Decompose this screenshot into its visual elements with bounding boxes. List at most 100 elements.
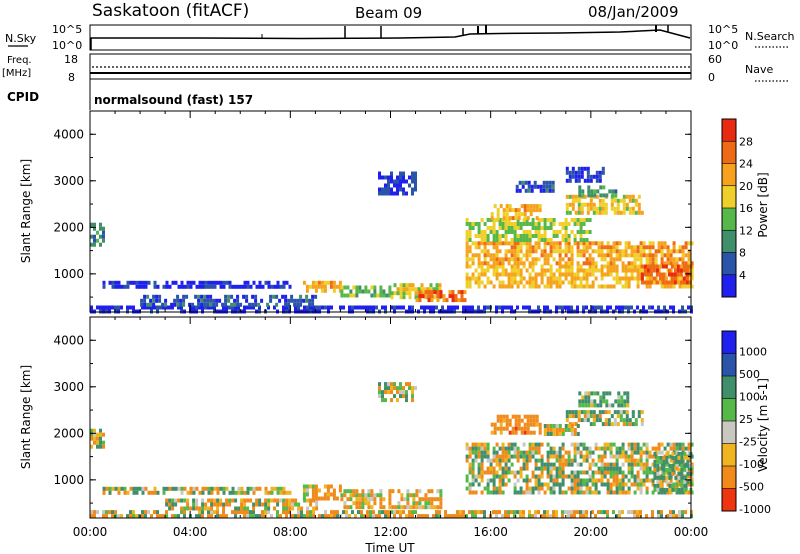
data-cell — [561, 490, 565, 495]
data-cell — [543, 249, 547, 254]
data-cell — [653, 483, 657, 488]
data-cell — [430, 505, 434, 510]
data-cell — [597, 446, 601, 451]
data-cell — [200, 302, 204, 307]
data-cell — [573, 478, 577, 483]
data-cell — [415, 489, 419, 494]
data-cell — [501, 280, 505, 285]
data-cell — [501, 222, 505, 226]
data-cell — [684, 490, 688, 495]
data-cell — [504, 462, 508, 467]
data-cell — [352, 493, 356, 498]
data-cell — [486, 276, 490, 281]
data-cell — [394, 505, 398, 510]
data-cell — [486, 305, 489, 310]
data-cell — [486, 466, 490, 471]
data-cell — [612, 261, 616, 266]
data-cell — [480, 466, 484, 471]
data-cell — [180, 490, 184, 495]
data-cell — [480, 446, 484, 451]
data-cell — [558, 230, 562, 234]
data-cell — [519, 466, 523, 471]
data-cell — [630, 305, 633, 310]
data-cell — [595, 178, 599, 183]
data-cell — [320, 280, 324, 285]
data-cell — [492, 241, 496, 246]
data-cell — [591, 450, 595, 455]
data-cell — [258, 502, 262, 507]
data-cell — [621, 474, 625, 479]
data-cell — [525, 234, 529, 238]
data-cell — [673, 276, 677, 281]
data-cell — [237, 486, 241, 491]
beam-label: Beam 09 — [355, 4, 422, 22]
data-cell — [594, 514, 597, 519]
data-cell — [549, 222, 553, 226]
data-cell — [170, 302, 174, 307]
data-cell — [591, 257, 595, 262]
data-cell — [630, 272, 634, 277]
data-cell — [549, 466, 553, 471]
velocity-colorbar-label: Velocity [m s-1] — [756, 378, 770, 472]
data-cell — [579, 450, 583, 455]
data-cell — [576, 264, 580, 269]
data-cell — [646, 264, 650, 269]
data-cell — [390, 382, 393, 387]
data-cell — [630, 442, 634, 447]
data-cell — [237, 490, 241, 495]
data-cell — [573, 490, 577, 495]
data-cell — [539, 188, 543, 193]
data-cell — [633, 510, 636, 515]
data-cell — [594, 446, 598, 451]
data-cell — [616, 422, 620, 427]
data-cell — [406, 505, 410, 510]
data-cell — [355, 289, 359, 294]
data-cell — [565, 170, 569, 175]
data-cell — [630, 474, 634, 479]
data-cell — [528, 446, 532, 451]
data-cell — [680, 463, 684, 468]
data-cell — [631, 206, 635, 211]
data-cell — [537, 474, 541, 479]
data-cell — [666, 249, 670, 254]
data-cell — [537, 234, 541, 238]
data-cell — [568, 194, 572, 199]
data-cell — [375, 514, 378, 519]
data-cell — [507, 230, 511, 234]
data-cell — [571, 170, 575, 175]
data-cell — [555, 432, 559, 436]
data-cell — [579, 442, 583, 447]
data-cell — [489, 470, 493, 475]
data-cell — [528, 261, 532, 266]
data-cell — [672, 249, 676, 254]
data-cell — [409, 493, 413, 498]
data-cell — [558, 245, 562, 250]
data-cell — [565, 194, 569, 199]
data-cell — [613, 206, 617, 211]
data-cell — [543, 226, 547, 230]
data-cell — [601, 206, 605, 211]
data-cell — [366, 510, 369, 515]
data-cell — [549, 253, 553, 258]
data-cell — [687, 261, 691, 266]
data-cell — [477, 264, 481, 269]
data-cell — [511, 414, 515, 419]
data-cell — [474, 234, 478, 238]
data-cell — [507, 226, 511, 230]
data-cell — [523, 208, 527, 213]
data-cell — [267, 490, 271, 495]
data-cell — [207, 490, 211, 495]
data-cell — [496, 418, 500, 423]
data-cell — [348, 514, 351, 519]
data-cell — [519, 450, 523, 455]
data-cell — [603, 264, 607, 269]
data-cell — [613, 418, 617, 423]
data-cell — [627, 454, 631, 459]
data-cell — [528, 280, 532, 285]
data-cell — [367, 497, 371, 502]
data-cell — [564, 261, 568, 266]
data-cell — [600, 249, 604, 254]
data-cell — [690, 490, 694, 495]
data-cell — [640, 418, 644, 423]
